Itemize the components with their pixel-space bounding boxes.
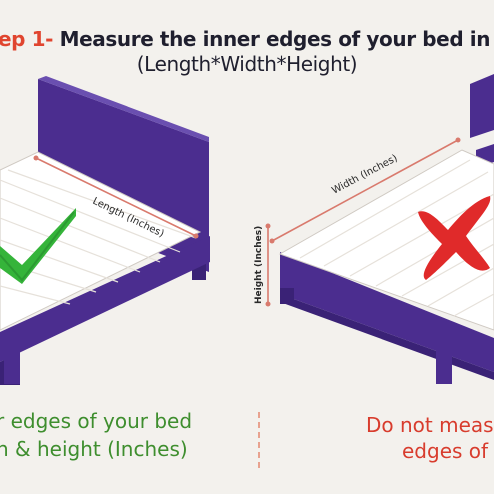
right-width-line — [271, 139, 459, 242]
title-text: Measure the inner edges of your bed in i… — [59, 27, 492, 51]
right-height-label: Height (Inches) — [254, 226, 264, 304]
left-bed: Length (Inches) — [0, 76, 210, 385]
right-front-leg — [436, 340, 452, 384]
left-frame-side — [0, 236, 210, 362]
cross-icon — [418, 196, 491, 280]
left-mattress — [0, 151, 202, 331]
right-mattress — [278, 149, 494, 331]
left-caption-line-1: r edges of your bed — [0, 409, 193, 433]
right-bed: Width (Inches) Height (Inches) — [254, 74, 494, 384]
left-length-line — [35, 157, 197, 237]
right-caption-line-1: Do not measu — [366, 413, 494, 437]
panel-divider — [258, 412, 260, 468]
right-caption-line-2: edges of — [402, 439, 489, 463]
page-subtitle: (Length*Width*Height) — [136, 52, 358, 76]
page-title: ep 1- Measure the inner edges of your be… — [0, 27, 492, 51]
right-headboard — [470, 74, 494, 138]
left-caption-line-2: h & height (Inches) — [0, 437, 188, 461]
left-front-leg — [4, 350, 20, 384]
check-icon — [0, 208, 76, 284]
step-label: ep 1- — [0, 27, 54, 51]
